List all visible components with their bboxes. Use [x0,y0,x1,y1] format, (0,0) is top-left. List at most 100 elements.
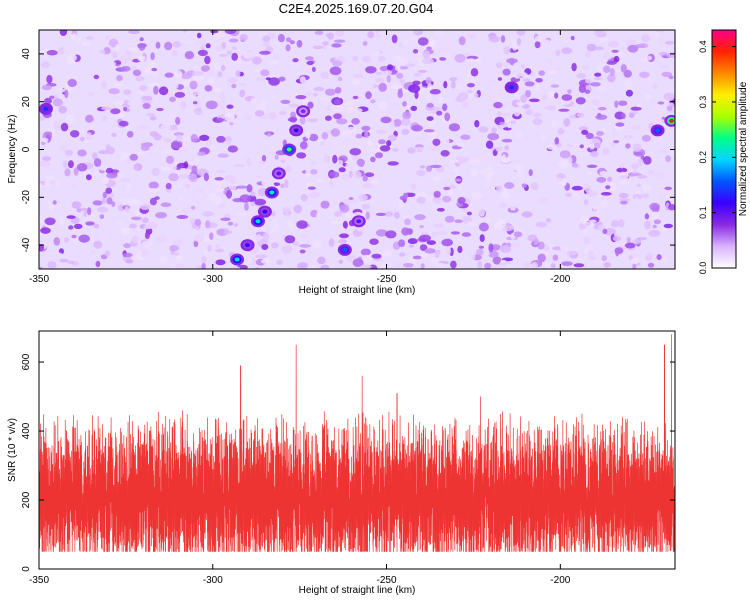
heatmap-cell [575,145,581,149]
heatmap-cell [39,244,45,252]
heatmap-cell [312,45,324,50]
heatmap-cell [176,255,182,261]
heatmap-cell [86,91,95,96]
heatmap-cell [161,149,172,154]
heatmap-cell [345,144,350,148]
heatmap-cell [214,248,225,253]
heatmap-cell [260,69,270,77]
heatmap-cell [315,178,326,183]
heatmap-cell [150,52,155,61]
heatmap-cell [571,62,577,72]
heatmap-cell [120,66,131,72]
heatmap-cell [370,156,376,163]
heatmap-cell [466,32,477,39]
heatmap-cell [639,71,650,79]
heatmap-cell [266,133,272,137]
heatmap-cell [613,140,620,144]
heatmap-cell [425,76,432,85]
heatmap-cell [484,262,492,269]
heatmap-cell [123,243,131,249]
heatmap-cell [601,255,607,262]
heatmap-cell [412,80,421,86]
heatmap-cell [449,77,458,82]
heatmap-cell [345,126,357,133]
heatmap-cell [153,85,159,95]
heatmap-cell [610,253,616,257]
heatmap-cell [65,114,76,124]
heatmap-cell [534,41,541,49]
heatmap-cell [227,221,234,226]
heatmap-cell [305,92,312,96]
heatmap-cell [471,74,477,83]
heatmap-cell [226,50,232,55]
heatmap-cell [123,89,132,96]
heatmap-cell [487,133,500,141]
heatmap-cell [631,125,642,130]
heatmap-cell [149,116,157,121]
heatmap-cell [278,76,286,82]
heatmap-cell [590,151,599,157]
heatmap-cell [57,88,67,93]
heatmap-cell [224,174,236,182]
heatmap-cell [408,244,414,248]
heatmap-cell [579,144,584,149]
heatmap-cell [141,95,153,101]
heatmap-cell [440,159,453,167]
heatmap-cell [585,132,594,140]
heatmap-y-tick-label: 40 [21,48,32,60]
heatmap-cell [500,157,511,164]
heatmap-cell [625,143,631,149]
heatmap-cell [581,129,589,135]
heatmap-cell [379,65,390,72]
heatmap-cell [521,183,527,188]
heatmap-cell [171,49,178,57]
heatmap-cell [398,169,408,176]
heatmap-cell [284,211,291,217]
heatmap-cell [85,132,93,141]
heatmap-cell [488,243,494,253]
heatmap-cell [620,160,624,169]
heatmap-cell [625,89,634,97]
heatmap-cell [400,118,411,126]
heatmap-cell [410,36,420,42]
heatmap-cell [130,216,142,221]
heatmap-cell [313,86,325,92]
heatmap-cell [93,223,100,229]
heatmap-cell [337,93,343,99]
heatmap-cell [158,86,169,96]
heatmap-cell [480,154,492,163]
heatmap-cell [410,183,416,191]
heatmap-cell [133,165,140,170]
heatmap-cell [362,55,371,63]
heatmap-cell [376,129,386,135]
heatmap-cell [139,37,144,42]
snr-x-tick-label: -250 [377,575,397,586]
heatmap-cell [170,252,180,256]
colorbar-tick-label: 0.4 [698,40,708,53]
heatmap-cell [290,111,296,119]
heatmap-cell [652,83,658,89]
heatmap-cell [249,39,256,47]
heatmap-cell [541,134,546,141]
heatmap-cell [502,112,512,117]
heatmap-peak-core [255,219,261,224]
heatmap-cell [213,62,221,71]
heatmap-cell [338,239,348,244]
heatmap-cell [605,185,611,190]
heatmap-cell [119,262,132,267]
heatmap-cell [414,214,426,221]
heatmap-cell [239,194,252,203]
heatmap-cell [402,39,409,47]
heatmap-cell [256,76,266,82]
snr-y-tick-label: 600 [21,353,32,370]
heatmap-cell [214,87,222,93]
heatmap-cell [207,77,215,84]
heatmap-cell [412,166,418,174]
heatmap-cell [123,107,128,112]
heatmap-peak-core [276,171,282,176]
heatmap-cell [104,250,110,257]
heatmap-cell [235,185,248,189]
heatmap-cell [128,47,140,52]
heatmap-cell [444,215,455,223]
heatmap-cell [99,49,106,54]
